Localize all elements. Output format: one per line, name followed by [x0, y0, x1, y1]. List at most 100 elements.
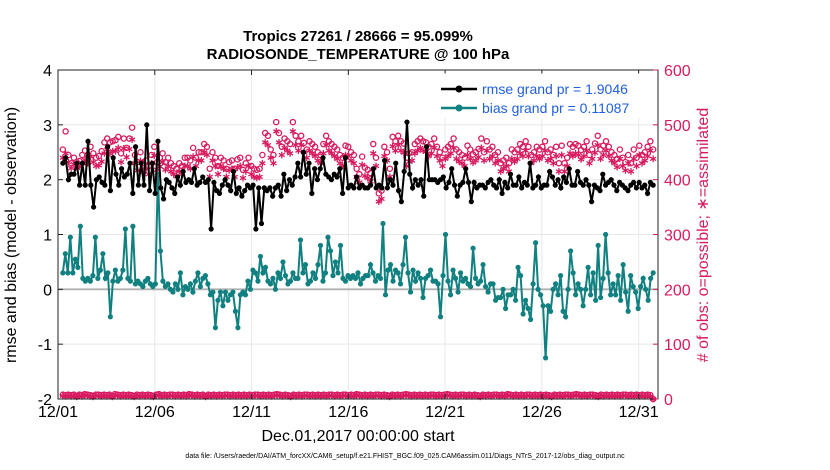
asterisk-stroke: [361, 393, 369, 398]
asterisk-stroke: [460, 393, 467, 398]
rmse-point: [317, 166, 323, 172]
asterisk-stroke: [444, 153, 452, 159]
bias-point: [435, 281, 441, 287]
y-axis-right-ticks: 0 100 200 300 400 500 600: [653, 63, 691, 409]
rmse-point: [96, 174, 102, 180]
bias-point: [257, 253, 264, 260]
obs-assimilated-marker: [536, 155, 543, 163]
asterisk-stroke: [512, 393, 520, 398]
y-tick-right-label: 500: [664, 118, 691, 135]
bias-point: [412, 278, 419, 284]
asterisk-stroke: [203, 152, 211, 158]
obs-possible-marker: [256, 165, 263, 172]
rmse-point: [63, 155, 69, 161]
asterisk-stroke: [240, 393, 248, 398]
asterisk-stroke: [133, 393, 141, 398]
asterisk-stroke: [461, 163, 468, 169]
bias-point: [402, 234, 409, 240]
bias-point: [457, 270, 464, 276]
bias-point: [405, 270, 411, 276]
bias-point: [615, 273, 621, 279]
asterisk-stroke: [507, 393, 514, 398]
asterisk-stroke: [229, 393, 237, 398]
asterisk-stroke: [214, 171, 222, 177]
asterisk-stroke: [608, 393, 616, 398]
bias-point: [578, 286, 584, 292]
bias-point: [598, 294, 604, 301]
asterisk-stroke: [394, 142, 402, 148]
rmse-point: [211, 179, 217, 186]
rmse-point: [113, 171, 119, 177]
bias-point: [527, 316, 534, 323]
obs-assimilated-marker: [561, 168, 568, 175]
rmse-point: [390, 182, 396, 188]
rmse-point: [253, 226, 259, 232]
asterisk-stroke: [421, 393, 429, 398]
asterisk-stroke: [180, 393, 187, 398]
obs-assimilated-marker: [547, 155, 554, 163]
rmse-point: [398, 199, 404, 205]
rmse-point: [423, 144, 430, 150]
bias-point: [442, 231, 449, 238]
rmse-point: [314, 177, 321, 183]
obs-assimilated-marker: [297, 141, 305, 149]
rmse-point: [230, 168, 237, 175]
bias-point: [502, 305, 509, 312]
asterisk-stroke: [369, 151, 377, 156]
asterisk-stroke: [272, 129, 280, 134]
rmse-point: [507, 171, 514, 177]
obs-assimilated-marker: [519, 152, 527, 160]
asterisk-stroke: [533, 153, 541, 159]
obs-assimilated-marker: [209, 157, 216, 164]
asterisk-stroke: [602, 148, 610, 153]
obs-possible-marker: [159, 150, 166, 157]
asterisk-stroke: [436, 158, 444, 163]
asterisk-stroke: [561, 169, 568, 174]
bias-point: [365, 273, 371, 279]
obs-possible-marker: [322, 132, 330, 140]
asterisk-stroke: [151, 153, 158, 158]
asterisk-stroke: [170, 171, 177, 177]
asterisk-stroke: [516, 151, 524, 156]
bias-point: [425, 273, 431, 279]
obs-possible-marker: [236, 154, 244, 161]
obs-assimilated-marker: [447, 149, 455, 157]
rmse-point: [401, 168, 407, 175]
asterisk-stroke: [589, 393, 597, 398]
asterisk-stroke: [649, 156, 657, 162]
obs-assimilated-marker: [184, 162, 191, 170]
bias-point: [568, 248, 574, 254]
obs-possible-marker: [558, 142, 565, 149]
obs-possible-marker: [345, 143, 352, 151]
obs-possible-marker: [311, 143, 319, 151]
asterisk-stroke: [450, 145, 457, 151]
asterisk-stroke: [125, 393, 133, 398]
asterisk-stroke: [580, 153, 588, 159]
bias-point: [415, 270, 421, 276]
rmse-point: [91, 204, 97, 210]
rmse-point: [118, 166, 125, 172]
asterisk-stroke: [209, 158, 216, 163]
bias-point: [252, 270, 259, 276]
rmse-point: [141, 182, 147, 188]
y-axis-left-ticks: -2 -1 0 1 2 3 4: [38, 63, 63, 409]
rmse-point: [393, 160, 399, 166]
rmse-point: [188, 179, 195, 186]
bias-point: [287, 278, 294, 284]
asterisk-stroke: [504, 392, 511, 398]
obs-assimilated-marker: [306, 147, 313, 155]
bias-point: [470, 245, 476, 251]
obs-assimilated-marker: [214, 170, 222, 178]
asterisk-stroke: [256, 174, 263, 180]
rmse-point: [107, 188, 114, 194]
obs-assimilated-marker: [200, 148, 208, 156]
bias-point: [332, 259, 339, 265]
asterisk-stroke: [358, 162, 366, 168]
obs-assimilated-marker: [605, 152, 613, 160]
asterisk-stroke: [334, 393, 341, 398]
asterisk-stroke: [309, 393, 316, 398]
rmse-point: [239, 193, 245, 199]
obs-assimilated-marker: [508, 155, 516, 163]
obs-assimilated-marker: [599, 151, 607, 159]
obs-possible-marker: [272, 118, 280, 126]
